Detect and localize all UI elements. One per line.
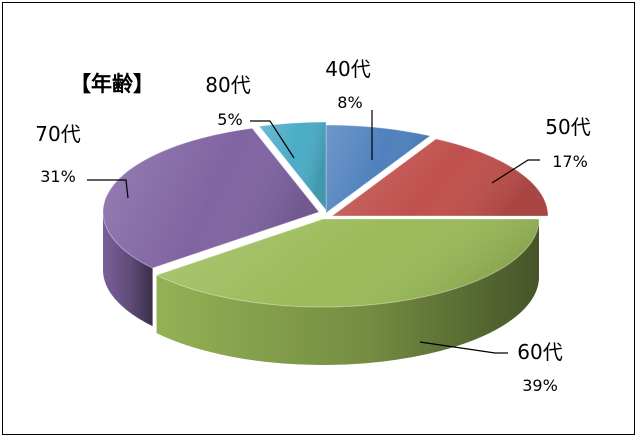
slice-40s-shade <box>326 125 431 213</box>
slice-70s-side-shade <box>103 212 153 327</box>
leader-line-50s <box>491 159 540 184</box>
pie-tops <box>102 121 549 308</box>
label-60s-value: 39% <box>522 376 558 395</box>
slice-70s-shade <box>102 128 319 269</box>
chart-title: 【年齢】 <box>70 72 154 96</box>
label-80s-name: 80代 <box>205 73 250 97</box>
slice-60s-side-shade <box>156 219 539 366</box>
leader-line-60s <box>419 341 508 354</box>
slice-60s-shade <box>156 219 539 307</box>
slice-80s-shade <box>259 122 326 210</box>
slice-50s-shade <box>332 138 548 216</box>
leader-line-70s <box>87 179 129 199</box>
label-40s-value: 8% <box>337 93 362 112</box>
label-70s-value: 31% <box>40 167 76 186</box>
label-50s-name: 50代 <box>545 115 590 139</box>
leader-lines <box>87 110 540 354</box>
label-40s-name: 40代 <box>325 57 370 81</box>
label-60s-name: 60代 <box>517 340 562 364</box>
label-80s-value: 5% <box>217 110 242 129</box>
pie-sides <box>103 212 539 366</box>
label-50s-value: 17% <box>552 152 588 171</box>
leader-line-80s <box>250 120 295 159</box>
label-70s-name: 70代 <box>35 122 80 146</box>
chart-frame <box>2 2 635 435</box>
